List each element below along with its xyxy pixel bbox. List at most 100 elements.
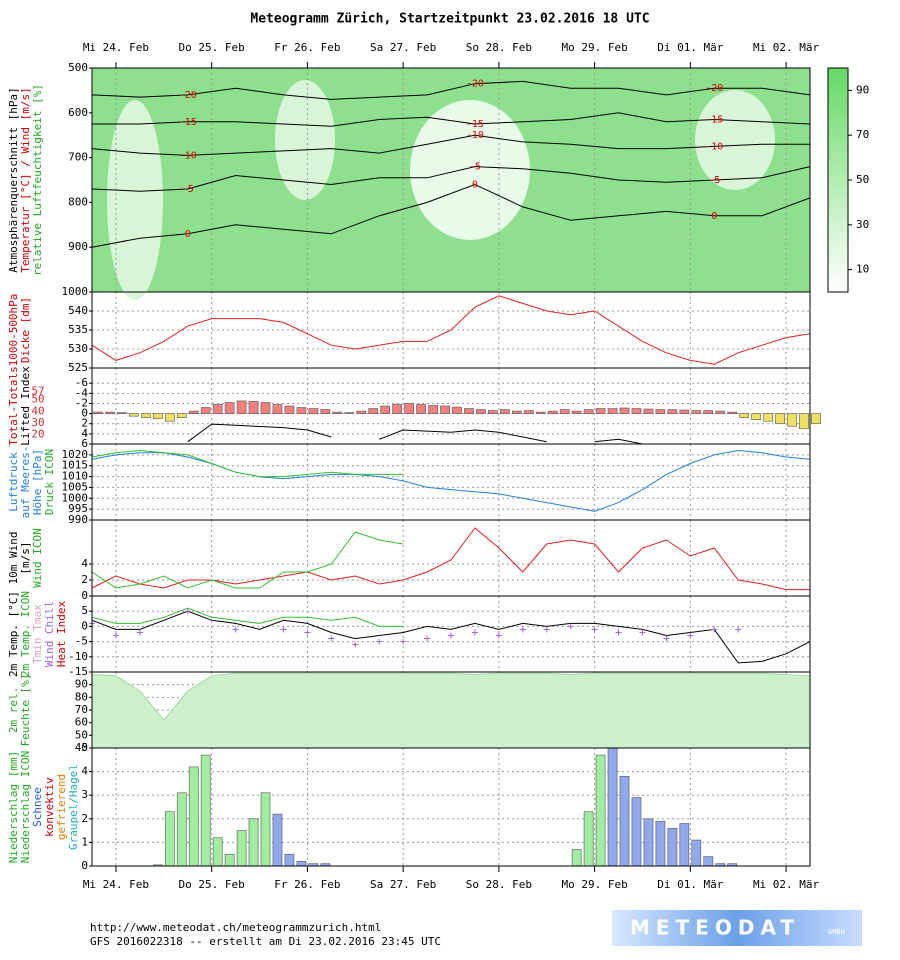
y-tick-label: 4 [81,427,88,440]
marker [615,629,622,636]
y-tick-label: 4 [81,765,88,778]
bar [164,413,175,422]
marker [591,626,598,633]
bar [141,413,151,418]
y-tick-label: 2 [81,812,88,825]
bar [332,411,343,414]
y-axis-label: konvektiv [43,777,56,837]
bar [535,411,546,414]
bar [787,413,797,427]
line [91,531,404,589]
x-tick-label: Mi 24. Feb [83,878,149,891]
marker [304,629,311,636]
y-tick-label: 800 [68,195,88,208]
y-tick-label: -6 [75,376,88,389]
y-axis-label: auf Meeres- [19,446,32,519]
bar [284,405,295,414]
isotherm-label: -15 [466,119,484,130]
y-tick-label: 0 [81,619,88,632]
x-tick-label: Sa 27. Feb [370,878,436,891]
bar [344,412,355,414]
bar [248,818,259,867]
bar [416,404,426,414]
bar [500,409,510,414]
y2-tick-label: 50 [31,393,44,406]
bar [176,792,187,867]
line [91,449,404,478]
bar [320,409,331,414]
y-tick-label: 540 [68,304,88,317]
bar [691,839,702,867]
bar [511,410,522,414]
y-tick-label: 990 [68,513,88,526]
marker [448,632,454,639]
bar [200,754,211,867]
bar [679,409,690,414]
footer-url: http://www.meteodat.ch/meteogrammzurich.… [90,921,381,934]
x-tick-label: Fr 26. Feb [274,878,340,891]
bar [476,409,486,414]
bar [643,818,654,867]
y-axis-label: Höhe [hPa] [31,449,44,515]
marker [376,638,383,645]
bar [715,410,726,414]
logo-text: METEODAT [630,916,800,940]
bar [272,404,283,414]
isotherm-label: -10 [179,150,197,161]
bar [224,853,235,867]
logo-sub: GMBH [828,928,845,936]
line [91,607,404,627]
y-axis-label: Feuchte [%] [19,674,32,747]
bar [667,827,678,867]
y-tick-label: 0 [81,407,88,420]
y2-tick-label: 20 [31,428,44,441]
y-tick-label: 1 [81,835,88,848]
logo [612,910,862,946]
isotherm-label: 0 [711,211,717,222]
y-axis-label: Schnee [31,787,44,827]
panel-frame [91,519,811,597]
bar [117,412,127,414]
bar [523,410,534,414]
isotherm-label: -15 [705,115,723,126]
bar [583,811,594,867]
y-tick-label: 6 [81,437,88,450]
bar [799,413,809,430]
bar [595,408,606,414]
colorbar [827,67,849,293]
y-axis-label: Luftdruck [7,452,20,512]
bar [296,860,307,867]
bar [200,407,211,414]
y-tick-label: 1005 [62,480,89,493]
marker [328,635,335,642]
bar [308,408,319,414]
y-tick-label: 2 [81,417,88,430]
bar [260,402,271,414]
bar [129,413,139,417]
x-tick-label: Do 25. Feb [179,41,245,54]
isotherm-label: -5 [469,162,481,173]
x-tick-label: Do 25. Feb [179,878,245,891]
bar [356,410,367,414]
marker [495,632,502,639]
line [187,423,643,445]
bar [176,413,187,418]
y-axis-label: Heat Index [55,601,68,668]
y-axis-label: Lifted Index [19,366,32,446]
bar [607,408,618,414]
colorbar-label: 90 [856,83,869,96]
marker [543,626,550,633]
y-axis-label: Niederschlag ICON [19,751,32,864]
bar [464,408,474,414]
y-tick-label: 50 [75,728,88,741]
y-axis-label: 2m Temp. ICON [19,591,32,677]
y-tick-label: -4 [75,386,89,399]
bar [368,408,379,414]
y-tick-label: 1015 [62,459,89,472]
y-axis-label: 10m Wind [7,532,20,585]
bar [667,409,678,414]
marker [471,629,478,636]
bar [571,410,582,414]
bar [248,401,259,414]
marker [424,635,431,642]
